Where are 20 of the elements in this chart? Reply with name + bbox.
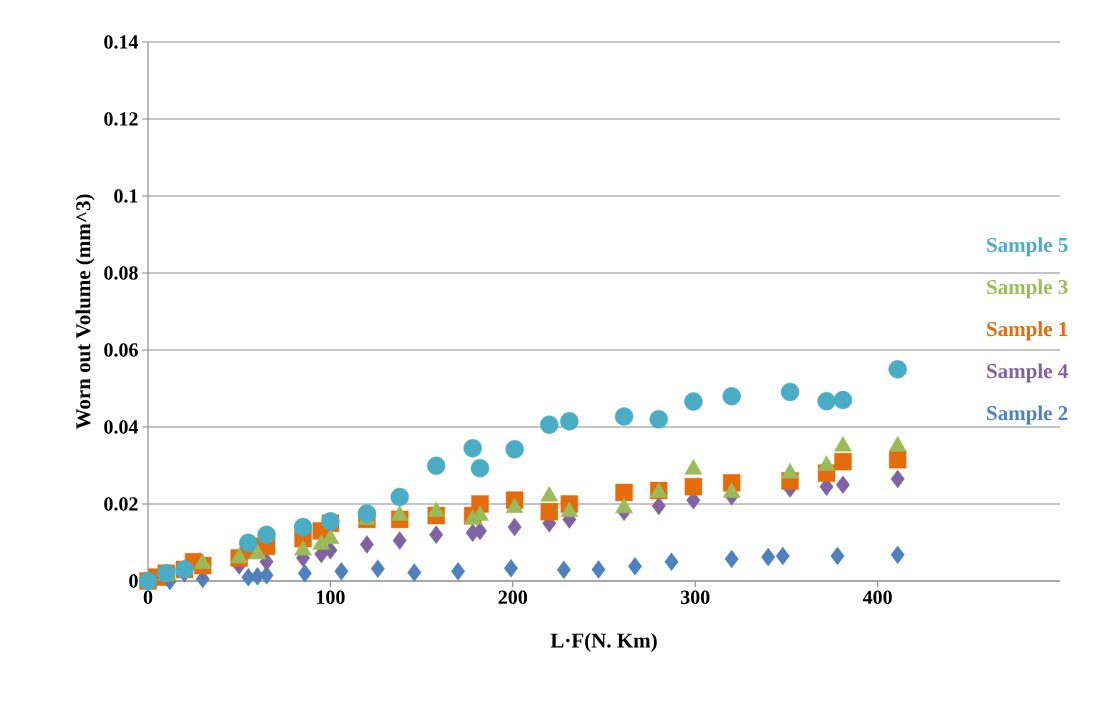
y-tick-label: 0.02 <box>104 497 138 511</box>
x-tick-label: 100 <box>317 590 345 605</box>
y-tick-label: 0.1 <box>114 189 138 203</box>
text: Sample 2 <box>987 405 1068 425</box>
y-axis-title: Worn out Volume (mm^3) <box>75 194 95 430</box>
y-tick-label: 0 <box>129 574 138 588</box>
x-tick-label: 400 <box>862 590 892 605</box>
x-axis-title: L·F(N. Km) <box>550 632 657 652</box>
text: Sample 4 <box>987 363 1068 383</box>
y-tick-label: 0.12 <box>104 112 138 126</box>
y-tick-label: 0.06 <box>104 343 138 357</box>
x-tick-label: 300 <box>680 590 710 605</box>
text: Sample 1 <box>987 321 1068 341</box>
x-tick-label: 200 <box>498 590 528 605</box>
y-tick-label: 0.14 <box>104 35 139 49</box>
x-tick-label: 0 <box>143 590 153 605</box>
text: Sample 3 <box>987 279 1068 299</box>
y-tick-label: 0.08 <box>104 266 138 280</box>
text: Sample 5 <box>987 237 1068 257</box>
y-tick-label: 0.04 <box>104 420 139 434</box>
